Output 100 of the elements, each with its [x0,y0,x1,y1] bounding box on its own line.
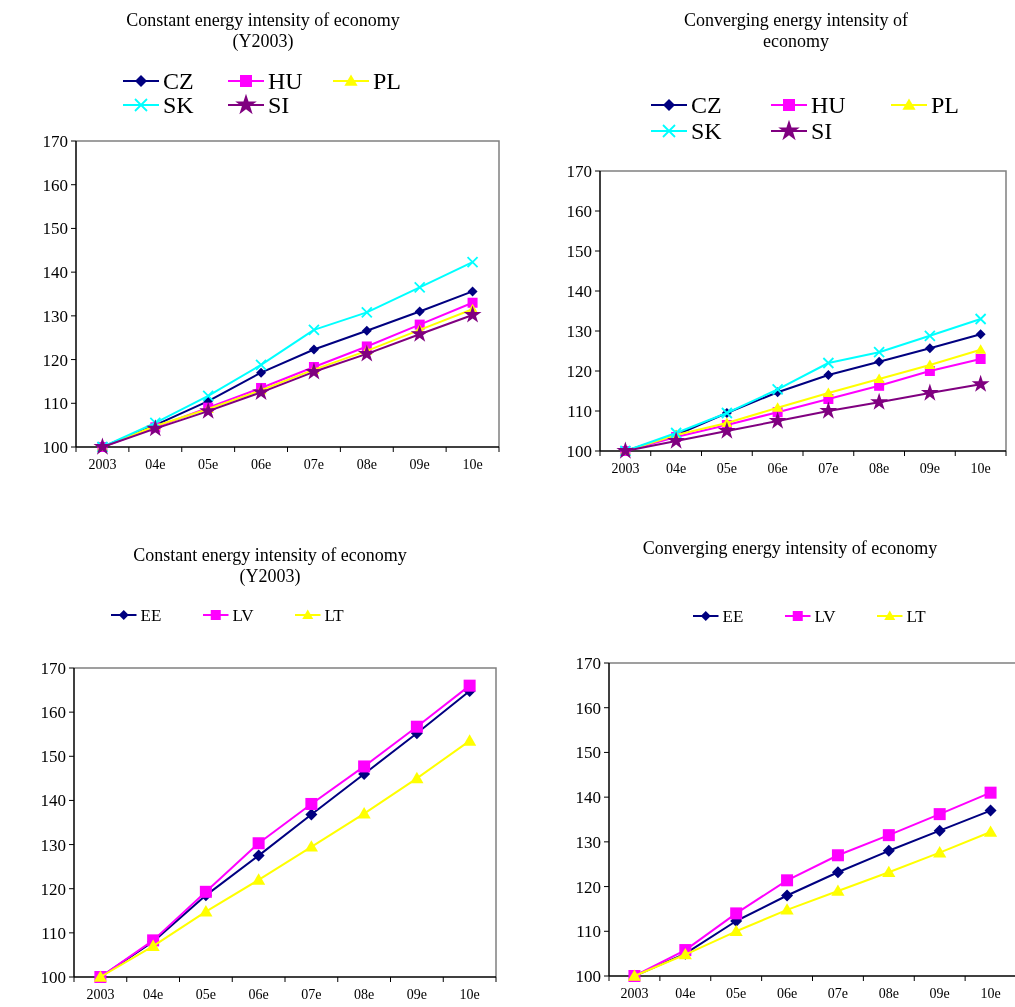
point [920,383,939,401]
point [410,720,423,733]
x-tick-label: 2003 [620,986,649,1001]
x-tick-label: 2003 [88,457,117,472]
chart-title: Constant energy intensity of economy (Y2003) [133,545,407,587]
x-tick-label: 05e [716,461,737,476]
y-tick-label: 160 [575,698,601,718]
x-tick-label: 08e [869,461,890,476]
y-tick-label: 140 [40,791,66,811]
y-tick-label: 130 [575,832,601,852]
point [870,392,889,410]
y-tick-label: 100 [566,441,592,461]
x-tick-label: 08e [878,986,899,1001]
chart-title: Constant energy intensity of economy (Y2003) [126,10,400,52]
y-tick-label: 160 [40,703,66,723]
point [822,357,835,369]
point [304,362,323,380]
y-tick-label: 160 [42,175,68,195]
legend-label: SK [691,118,723,145]
x-tick-label: 10e [970,461,991,476]
point [780,903,794,915]
x-tick-label: 2003 [86,987,115,1002]
x-tick-label: 09e [409,457,430,472]
y-tick-label: 160 [566,201,592,221]
legend-label: PL [373,68,402,95]
legend-label: EE [722,606,744,626]
legend-label: LV [232,605,255,625]
point [466,256,479,268]
point [305,797,318,810]
point [730,907,743,920]
y-tick-label: 120 [40,879,66,899]
point [199,885,212,898]
point [971,374,990,392]
point [252,837,265,850]
x-tick-label: 07e [827,986,849,1001]
point [984,804,997,817]
x-tick-label: 08e [354,987,375,1002]
x-tick-label: 10e [459,987,480,1002]
y-tick-label: 110 [576,922,601,942]
point [924,359,936,369]
point [410,771,424,784]
y-tick-label: 170 [575,653,601,673]
y-tick-label: 170 [40,658,66,678]
point [463,734,477,746]
y-tick-label: 150 [566,241,592,261]
legend-label: HU [268,68,303,95]
x-tick-label: 04e [145,457,166,472]
x-tick-label: 09e [406,987,427,1002]
point [202,389,215,402]
point [831,884,845,896]
x-tick-label: 05e [726,986,747,1001]
point [819,401,838,419]
point [729,924,743,937]
chart-title: Converging energy intensity of economy [684,10,908,51]
x-tick-label: 04e [666,461,687,476]
legend-label: SI [811,118,833,145]
legend-label: CZ [691,92,722,119]
point [308,323,320,336]
point [146,939,160,951]
x-tick-label: 09e [919,461,940,476]
x-tick-label: 06e [767,461,788,476]
y-tick-label: 120 [42,350,68,370]
y-tick-label: 140 [575,788,601,808]
point [873,373,885,383]
y-tick-label: 110 [43,394,68,414]
y-tick-label: 130 [40,835,66,855]
point [831,849,844,862]
point [252,382,271,400]
point [874,356,885,367]
point [199,905,213,917]
legend-label: SK [163,92,195,119]
x-tick-label: 06e [776,986,798,1001]
point [873,346,886,359]
point [975,344,987,354]
y-tick-label: 130 [42,306,68,326]
y-tick-label: 130 [566,321,592,341]
y-tick-label: 170 [566,161,592,181]
point [360,306,373,319]
point [199,401,218,419]
y-tick-label: 170 [42,131,68,151]
point [781,874,794,887]
point [414,306,425,317]
y-tick-label: 120 [566,361,592,381]
point [252,849,265,862]
point [772,402,784,412]
point [357,344,376,362]
point [923,329,936,342]
point [822,387,834,397]
y-tick-label: 150 [40,747,66,767]
y-tick-label: 110 [41,923,66,943]
y-tick-label: 100 [575,966,601,986]
point [771,383,784,396]
point [463,679,476,692]
x-tick-label: 04e [143,987,164,1002]
x-tick-label: 05e [198,457,219,472]
x-tick-label: 10e [462,457,483,472]
point [308,344,319,355]
x-tick-label: 07e [303,457,325,472]
point [831,866,844,879]
point [823,370,834,380]
